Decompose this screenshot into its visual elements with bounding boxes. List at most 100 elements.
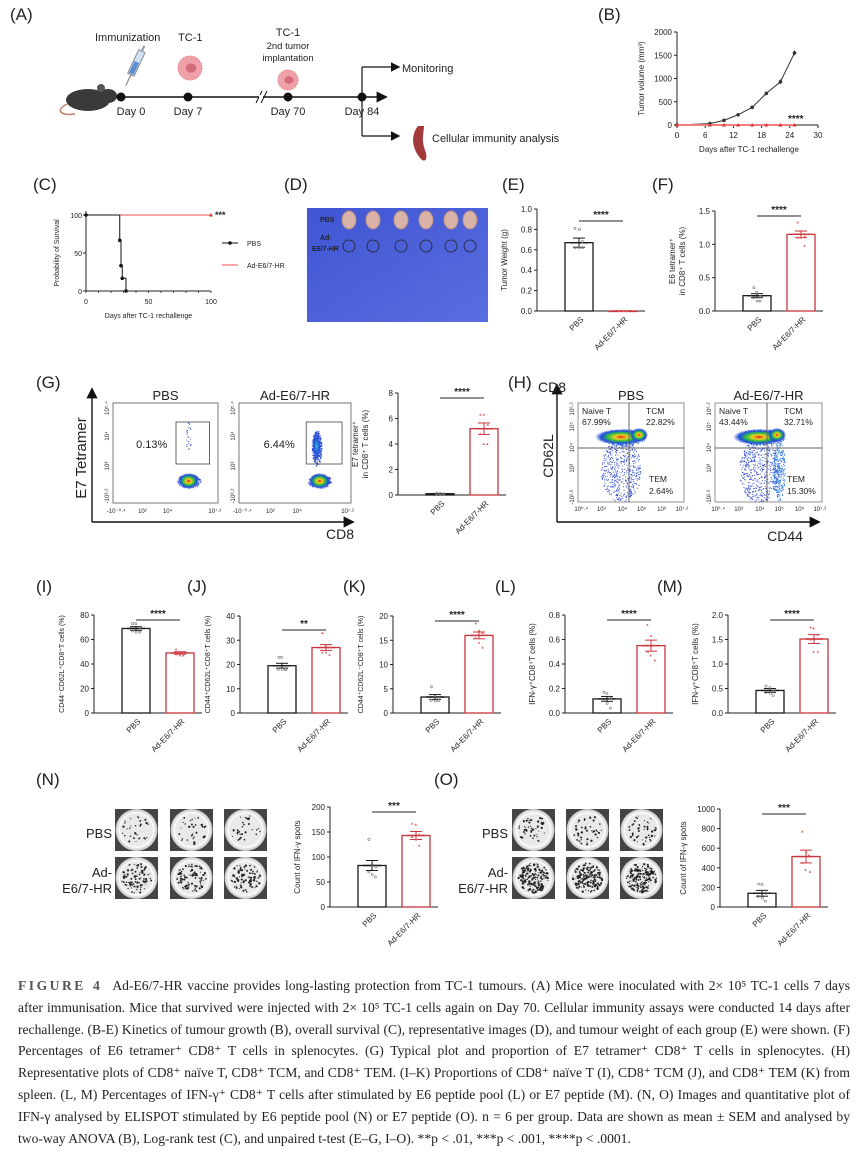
data-point (752, 286, 756, 290)
data-point (608, 706, 612, 710)
panel-letter-K: (K) (343, 577, 366, 596)
data-point (769, 692, 772, 695)
panel-letter-M: (M) (657, 577, 682, 596)
y-tick-label: 0 (389, 491, 394, 500)
bar-vaccine (311, 646, 341, 714)
x-tick-label: 6 (703, 131, 708, 140)
x-tick-label: -10⁻⁰·⁴ (107, 508, 126, 515)
y-tick-label: 30 (226, 636, 235, 645)
y-tick-label: 10⁵·⁴ (104, 401, 111, 415)
y-tick-label: 800 (702, 825, 716, 834)
y-tick-label: 1000 (697, 805, 715, 814)
y-tick-label: 1.5 (699, 207, 711, 216)
flow-plot-pbs: PBS 0.13% -10⁻⁰·⁴ 10² 10⁴ 10⁷·² 10⁵·⁴ 10⁴ 10³ -10… (104, 388, 221, 515)
data-point (750, 123, 755, 127)
elispot-well (115, 857, 158, 899)
data-point (736, 123, 741, 127)
syringe-icon (125, 45, 146, 86)
data-point (580, 240, 584, 244)
y-tick-label: 10⁴ (706, 443, 713, 453)
data-point (768, 686, 772, 689)
x-tick-label: 30 (814, 131, 823, 140)
data-point (439, 492, 442, 496)
tumor-sample (365, 210, 381, 230)
data-point (373, 875, 377, 879)
legend-pbs: PBS (247, 241, 261, 248)
significance-marker: **** (621, 609, 637, 620)
data-point (764, 91, 769, 96)
x-tick-label: 10³ (734, 507, 743, 513)
significance-marker: *** (388, 801, 400, 812)
spleen-icon (413, 126, 427, 161)
y-tick-label: 10⁶·² (706, 402, 713, 415)
y-tick-label: 0.4 (521, 266, 533, 275)
data-point (417, 844, 421, 847)
monitoring-label: Monitoring (402, 63, 453, 75)
category-label: PBS (596, 717, 614, 735)
bar-chart-J: 0 10 20 30 40 CD44⁺CD62L⁺CD8⁺T cells (%) PBS Ad… (205, 612, 348, 754)
y-tick-label: 0 (711, 903, 716, 912)
data-point (803, 244, 806, 247)
data-point (609, 696, 613, 700)
data-point (758, 299, 762, 303)
y-axis-label: Tumor volume (mm³) (637, 41, 646, 116)
data-point (573, 226, 577, 230)
data-point (482, 413, 486, 416)
data-point (760, 896, 764, 900)
elispot-plates-N: PBS Ad-E6/7-HR (62, 809, 267, 899)
y-tick-label: 0.5 (699, 274, 711, 283)
data-point (370, 863, 374, 866)
legend-vaccine: Ad-E6/7-HR (247, 263, 285, 270)
y-tick-label: 0.4 (549, 660, 561, 669)
gate (175, 421, 210, 465)
category-label: Ad-E6/7-HR (621, 717, 658, 754)
category-label: PBS (424, 717, 442, 735)
bar-vaccine (799, 638, 829, 714)
bar-pbs (121, 627, 151, 714)
significance-marker: **** (593, 210, 609, 221)
data-point (324, 643, 327, 647)
y-tick-label: 0.0 (549, 709, 561, 718)
y-tick-label: 0 (231, 709, 236, 718)
category-label: Ad-E6/7-HR (449, 717, 486, 754)
x-tick-label: 10⁷·² (341, 508, 354, 515)
quadrant-naive-percent: 67.99% (582, 417, 611, 427)
data-point (131, 629, 134, 633)
elispot-well (566, 809, 609, 851)
flow-plot-title: Ad-E6/7-HR (260, 388, 330, 403)
data-point (653, 659, 657, 662)
data-point (752, 296, 756, 300)
y-tick-label: -10²·⁸ (569, 489, 576, 505)
data-point (276, 667, 280, 671)
data-point (486, 423, 490, 426)
x-tick-label: 10⁶ (795, 506, 805, 513)
data-point (809, 638, 812, 641)
y-tick-label: 200 (702, 883, 716, 892)
y-tick-label: 0.0 (712, 709, 724, 718)
y-tick-label: 40 (226, 612, 235, 621)
quadrant-tem-percent: 2.64% (649, 486, 674, 496)
y-axis-label: Count of IFN-γ spots (679, 821, 688, 894)
y-tick-label: -10²·⁸ (706, 489, 713, 505)
data-point (280, 655, 283, 659)
data-point (324, 651, 328, 654)
caption-text: Ad-E6/7-HR vaccine provides long-lasting… (18, 978, 850, 1146)
y-tick-label: 0.6 (521, 246, 533, 255)
y-tick-label: 0.6 (549, 636, 561, 645)
tumor-sample (462, 210, 478, 230)
x-tick-label: 12 (729, 131, 738, 140)
category-label: PBS (429, 499, 447, 517)
bar-vaccine (464, 634, 494, 714)
immunization-label: Immunization (95, 32, 160, 44)
data-point (792, 123, 797, 127)
data-point (799, 229, 803, 232)
gate (305, 421, 343, 465)
flow-plot-vaccine: Ad-E6/7-HR 6.44% -10⁻⁰·⁴ 10² 10⁴ 10⁷·² 10⁵·⁴ 10… (230, 388, 354, 515)
data-point (809, 625, 812, 629)
y-tick-label: 1.5 (712, 636, 724, 645)
category-label: PBS (361, 911, 379, 929)
x-tick-label: 10³ (597, 507, 606, 513)
data-point (755, 290, 759, 294)
panel-letter-F: (F) (652, 175, 674, 194)
